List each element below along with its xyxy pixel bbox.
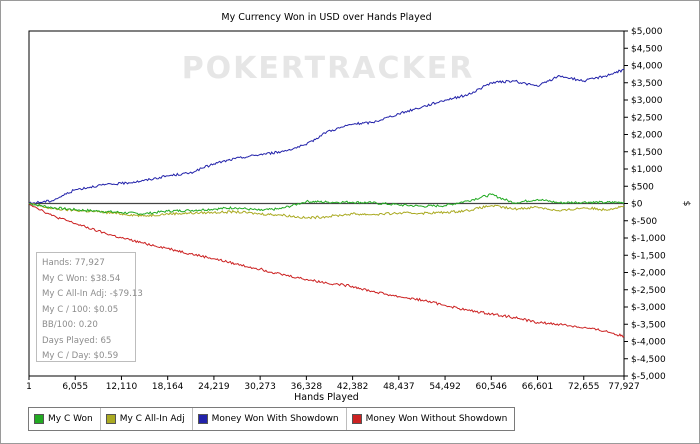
stats-box: Hands: 77,927 My C Won: $38.54 My C All-…: [36, 252, 143, 362]
legend-swatch: [351, 414, 362, 424]
x-tick-label: 18,164: [152, 382, 184, 392]
series-line-4: [28, 203, 625, 338]
series-line-2: [28, 202, 625, 220]
stat-hands: Hands: 77,927: [42, 258, 105, 268]
legend-label: Money Won With Showdown: [211, 414, 339, 424]
stat-bb-per-100: BB/100: 0.20: [42, 320, 98, 330]
x-tick-label: 1: [26, 382, 32, 392]
legend-swatch: [105, 414, 116, 424]
stat-c-per-day: My C / Day: $0.59: [42, 351, 119, 361]
x-tick-label: 77,927: [608, 382, 640, 392]
y-tick-label: $3,000: [631, 96, 663, 106]
stat-days-played: Days Played: 65: [42, 335, 112, 346]
series-line-3: [28, 68, 625, 205]
y-tick-label: $-1,000: [631, 234, 666, 244]
legend-swatch: [34, 414, 44, 424]
y-tick-label: $500: [631, 182, 654, 192]
legend-label: Money Won Without Showdown: [365, 414, 508, 424]
legend-item[interactable]: My C All-In Adj: [101, 408, 193, 430]
stat-all-in-adj: My C All-In Adj: -$79.13: [42, 289, 143, 299]
y-tick-label: $-500: [631, 217, 657, 227]
y-tick-label: $-1,500: [631, 251, 666, 261]
y-tick-label: $5,000: [631, 27, 663, 37]
x-tick-label: 6,055: [62, 382, 88, 392]
y-tick-label: $1,000: [631, 165, 663, 175]
y-tick-label: $4,500: [631, 44, 663, 54]
x-tick-label: 36,328: [291, 382, 323, 392]
legend-item[interactable]: My C Won: [29, 408, 101, 430]
y-tick-label: $-3,000: [631, 303, 666, 313]
y-tick-label: $2,000: [631, 131, 663, 141]
series-line-1: [28, 193, 625, 216]
legend-item[interactable]: Money Won With Showdown: [193, 408, 347, 430]
x-tick-label: 66,601: [522, 382, 554, 392]
legend: My C Won My C All-In Adj Money Won With Sh…: [28, 407, 516, 431]
stat-c-per-100: My C / 100: $0.05: [42, 304, 119, 315]
y-tick-label: $2,500: [631, 113, 663, 123]
x-tick-label: 42,382: [337, 382, 369, 392]
watermark: POKERTRACKER: [182, 51, 475, 86]
stat-c-won: My C Won: $38.54: [42, 273, 121, 284]
y-tick-label: $-4,500: [631, 355, 666, 365]
y-tick-label: $0: [631, 200, 643, 210]
legend-label: My C Won: [48, 414, 93, 424]
x-tick-label: 60,546: [476, 382, 508, 392]
x-tick-label: 72,655: [568, 382, 600, 392]
legend-label: My C All-In Adj: [119, 414, 185, 424]
x-axis-label: Hands Played: [294, 392, 359, 403]
y-tick-label: $-4,000: [631, 338, 666, 348]
legend-swatch: [197, 414, 208, 424]
y-tick-label: $-2,500: [631, 286, 666, 296]
y-tick-label: $4,000: [631, 62, 663, 72]
chart-title: My Currency Won in USD over Hands Played: [221, 12, 431, 23]
y-tick-label: $3,500: [631, 79, 663, 89]
x-tick-label: 24,219: [198, 382, 230, 392]
x-tick-label: 12,110: [106, 382, 138, 392]
y-tick-label: $-2,000: [631, 269, 666, 279]
x-tick-label: 48,437: [383, 382, 415, 392]
y-tick-label: $-3,500: [631, 320, 666, 330]
legend-item[interactable]: Money Won Without Showdown: [347, 408, 515, 430]
y-tick-label: $1,500: [631, 148, 663, 158]
y-axis-label: $: [681, 201, 691, 207]
x-tick-label: 30,273: [244, 382, 276, 392]
x-tick-label: 54,492: [429, 382, 461, 392]
y-tick-label: $-5,000: [631, 372, 666, 382]
